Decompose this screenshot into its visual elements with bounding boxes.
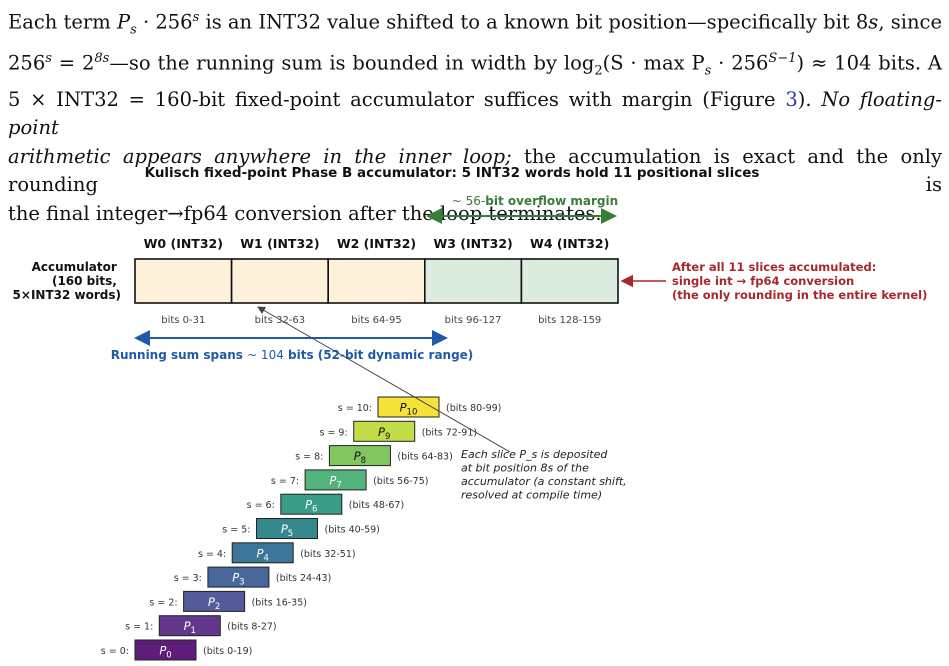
slice-label-1: s = 1:: [125, 622, 153, 633]
slice-bits-6: (bits 48-67): [349, 500, 404, 511]
slice-box-7: [304, 469, 367, 491]
slice-box-1: [158, 615, 221, 637]
slice-label-4: s = 4:: [198, 549, 226, 560]
slice-label-2: s = 2:: [149, 597, 177, 608]
word-bits-4: bits 128-159: [538, 315, 601, 326]
slice-bits-7: (bits 56-75): [373, 476, 428, 487]
slice-label-9: s = 9:: [319, 427, 347, 438]
word-bits-0: bits 0-31: [161, 315, 205, 326]
slice-label-7: s = 7:: [271, 476, 299, 487]
slice-stack: P0s = 0: (bits 0-19)P1s = 1: (bits 8-27)P2…: [101, 396, 501, 661]
slice-box-5: [256, 518, 318, 539]
word-box-1: [230, 258, 330, 304]
word-box-4: [520, 258, 619, 304]
slice-note: Each slice P_s is deposited at bit positi…: [461, 448, 627, 502]
slice-bits-8: (bits 64-83): [397, 452, 452, 463]
word-header-4: W4 (INT32): [530, 236, 609, 251]
overflow-margin-label: ~ 56-bit overflow margin: [452, 194, 618, 208]
rounding-note: After all 11 slices accumulated: single …: [672, 260, 927, 302]
slice-box-9: [353, 420, 416, 442]
word-bits-2: bits 64-95: [351, 315, 402, 326]
word-header-2: W2 (INT32): [337, 236, 416, 251]
word-header-0: W0 (INT32): [144, 236, 223, 251]
slice-box-2: [183, 590, 246, 612]
slice-bits-1: (bits 8-27): [227, 622, 276, 633]
slice-label-5: s = 5:: [222, 525, 250, 536]
slice-label-3: s = 3:: [174, 573, 202, 584]
word-box-2: [327, 258, 426, 304]
slice-label-8: s = 8:: [295, 452, 323, 463]
slice-box-8: [328, 445, 391, 467]
paragraph-line-1: Each term Ps · 256s is an INT32 value sh…: [8, 10, 942, 38]
paragraph-line-3: 5 × INT32 = 160-bit fixed-point accumula…: [8, 87, 942, 140]
slice-bits-5: (bits 40-59): [325, 525, 380, 536]
slice-label-10: s = 10:: [338, 403, 372, 414]
accumulator-label: Accumulator (160 bits, 5×INT32 words): [13, 260, 121, 302]
slice-box-3: [207, 566, 270, 588]
slice-bits-0: (bits 0-19): [203, 646, 252, 657]
slice-bits-9: (bits 72-91): [422, 427, 477, 438]
slice-box-6: [280, 493, 343, 515]
word-bits-3: bits 96-127: [445, 315, 502, 326]
slice-bits-2: (bits 16-35): [252, 597, 307, 608]
body-paragraph: Each term Ps · 256s is an INT32 value sh…: [8, 4, 942, 228]
slice-label-6: s = 6:: [247, 500, 275, 511]
running-sum-label: Running sum spans ~ 104 bits (52-bit dyn…: [111, 348, 474, 362]
paragraph-line-4: arithmetic appears anywhere in the inner…: [8, 144, 943, 197]
figure-ref-link[interactable]: 3: [785, 87, 798, 111]
paragraph-line-2: 256s = 28s—so the running sum is bounded…: [8, 50, 942, 79]
word-header-3: W3 (INT32): [433, 236, 512, 251]
slice-note-arrow: [257, 306, 511, 453]
word-box-3: [423, 258, 523, 304]
slice-bits-4: (bits 32-51): [300, 549, 355, 560]
accumulator-words: W0 (INT32) bits 0-31 W1 (INT32) bits 32-63 W…: [134, 236, 619, 326]
slice-bits-3: (bits 24-43): [276, 573, 331, 584]
word-box-0: [134, 258, 233, 304]
slice-box-4: [231, 542, 294, 564]
figure-title: Kulisch fixed-point Phase B accumulator:…: [145, 165, 760, 181]
word-header-1: W1 (INT32): [240, 236, 319, 251]
slice-label-0: s = 0:: [101, 646, 129, 657]
slice-bits-10: (bits 80-99): [446, 403, 501, 414]
word-bits-1: bits 32-63: [255, 315, 306, 326]
slice-box-0: [134, 639, 197, 661]
